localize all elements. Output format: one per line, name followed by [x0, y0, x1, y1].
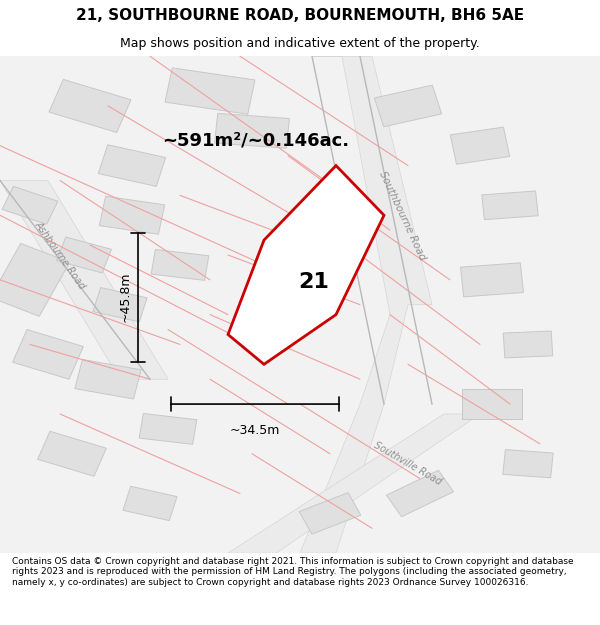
- Bar: [386, 471, 454, 517]
- Bar: [450, 127, 510, 164]
- Bar: [165, 68, 255, 114]
- Polygon shape: [300, 56, 432, 553]
- Bar: [482, 191, 538, 219]
- Bar: [75, 359, 141, 399]
- Polygon shape: [228, 414, 480, 553]
- Polygon shape: [228, 166, 384, 364]
- Bar: [38, 431, 106, 476]
- Text: Contains OS data © Crown copyright and database right 2021. This information is : Contains OS data © Crown copyright and d…: [12, 557, 574, 586]
- Bar: [93, 288, 147, 322]
- Bar: [56, 237, 112, 273]
- Text: ~34.5m: ~34.5m: [230, 424, 280, 437]
- Text: Ashbourne Road: Ashbourne Road: [33, 219, 87, 291]
- Bar: [299, 492, 361, 534]
- Text: 21, SOUTHBOURNE ROAD, BOURNEMOUTH, BH6 5AE: 21, SOUTHBOURNE ROAD, BOURNEMOUTH, BH6 5…: [76, 8, 524, 23]
- Bar: [215, 113, 289, 148]
- Bar: [100, 196, 164, 234]
- Bar: [462, 389, 522, 419]
- Bar: [139, 414, 197, 444]
- Text: Map shows position and indicative extent of the property.: Map shows position and indicative extent…: [120, 38, 480, 51]
- Bar: [461, 263, 523, 297]
- Text: ~45.8m: ~45.8m: [119, 272, 132, 322]
- Bar: [374, 85, 442, 127]
- Bar: [2, 186, 58, 224]
- Bar: [98, 145, 166, 186]
- Bar: [49, 79, 131, 132]
- Bar: [503, 449, 553, 478]
- Bar: [123, 486, 177, 521]
- Polygon shape: [0, 181, 168, 379]
- Bar: [0, 243, 70, 316]
- Text: Southville Road: Southville Road: [373, 440, 443, 487]
- Bar: [151, 249, 209, 281]
- Text: ~591m²/~0.146ac.: ~591m²/~0.146ac.: [162, 132, 349, 150]
- Bar: [13, 329, 83, 379]
- Text: Southbourne Road: Southbourne Road: [377, 169, 427, 261]
- Bar: [503, 331, 553, 358]
- Text: 21: 21: [299, 272, 329, 292]
